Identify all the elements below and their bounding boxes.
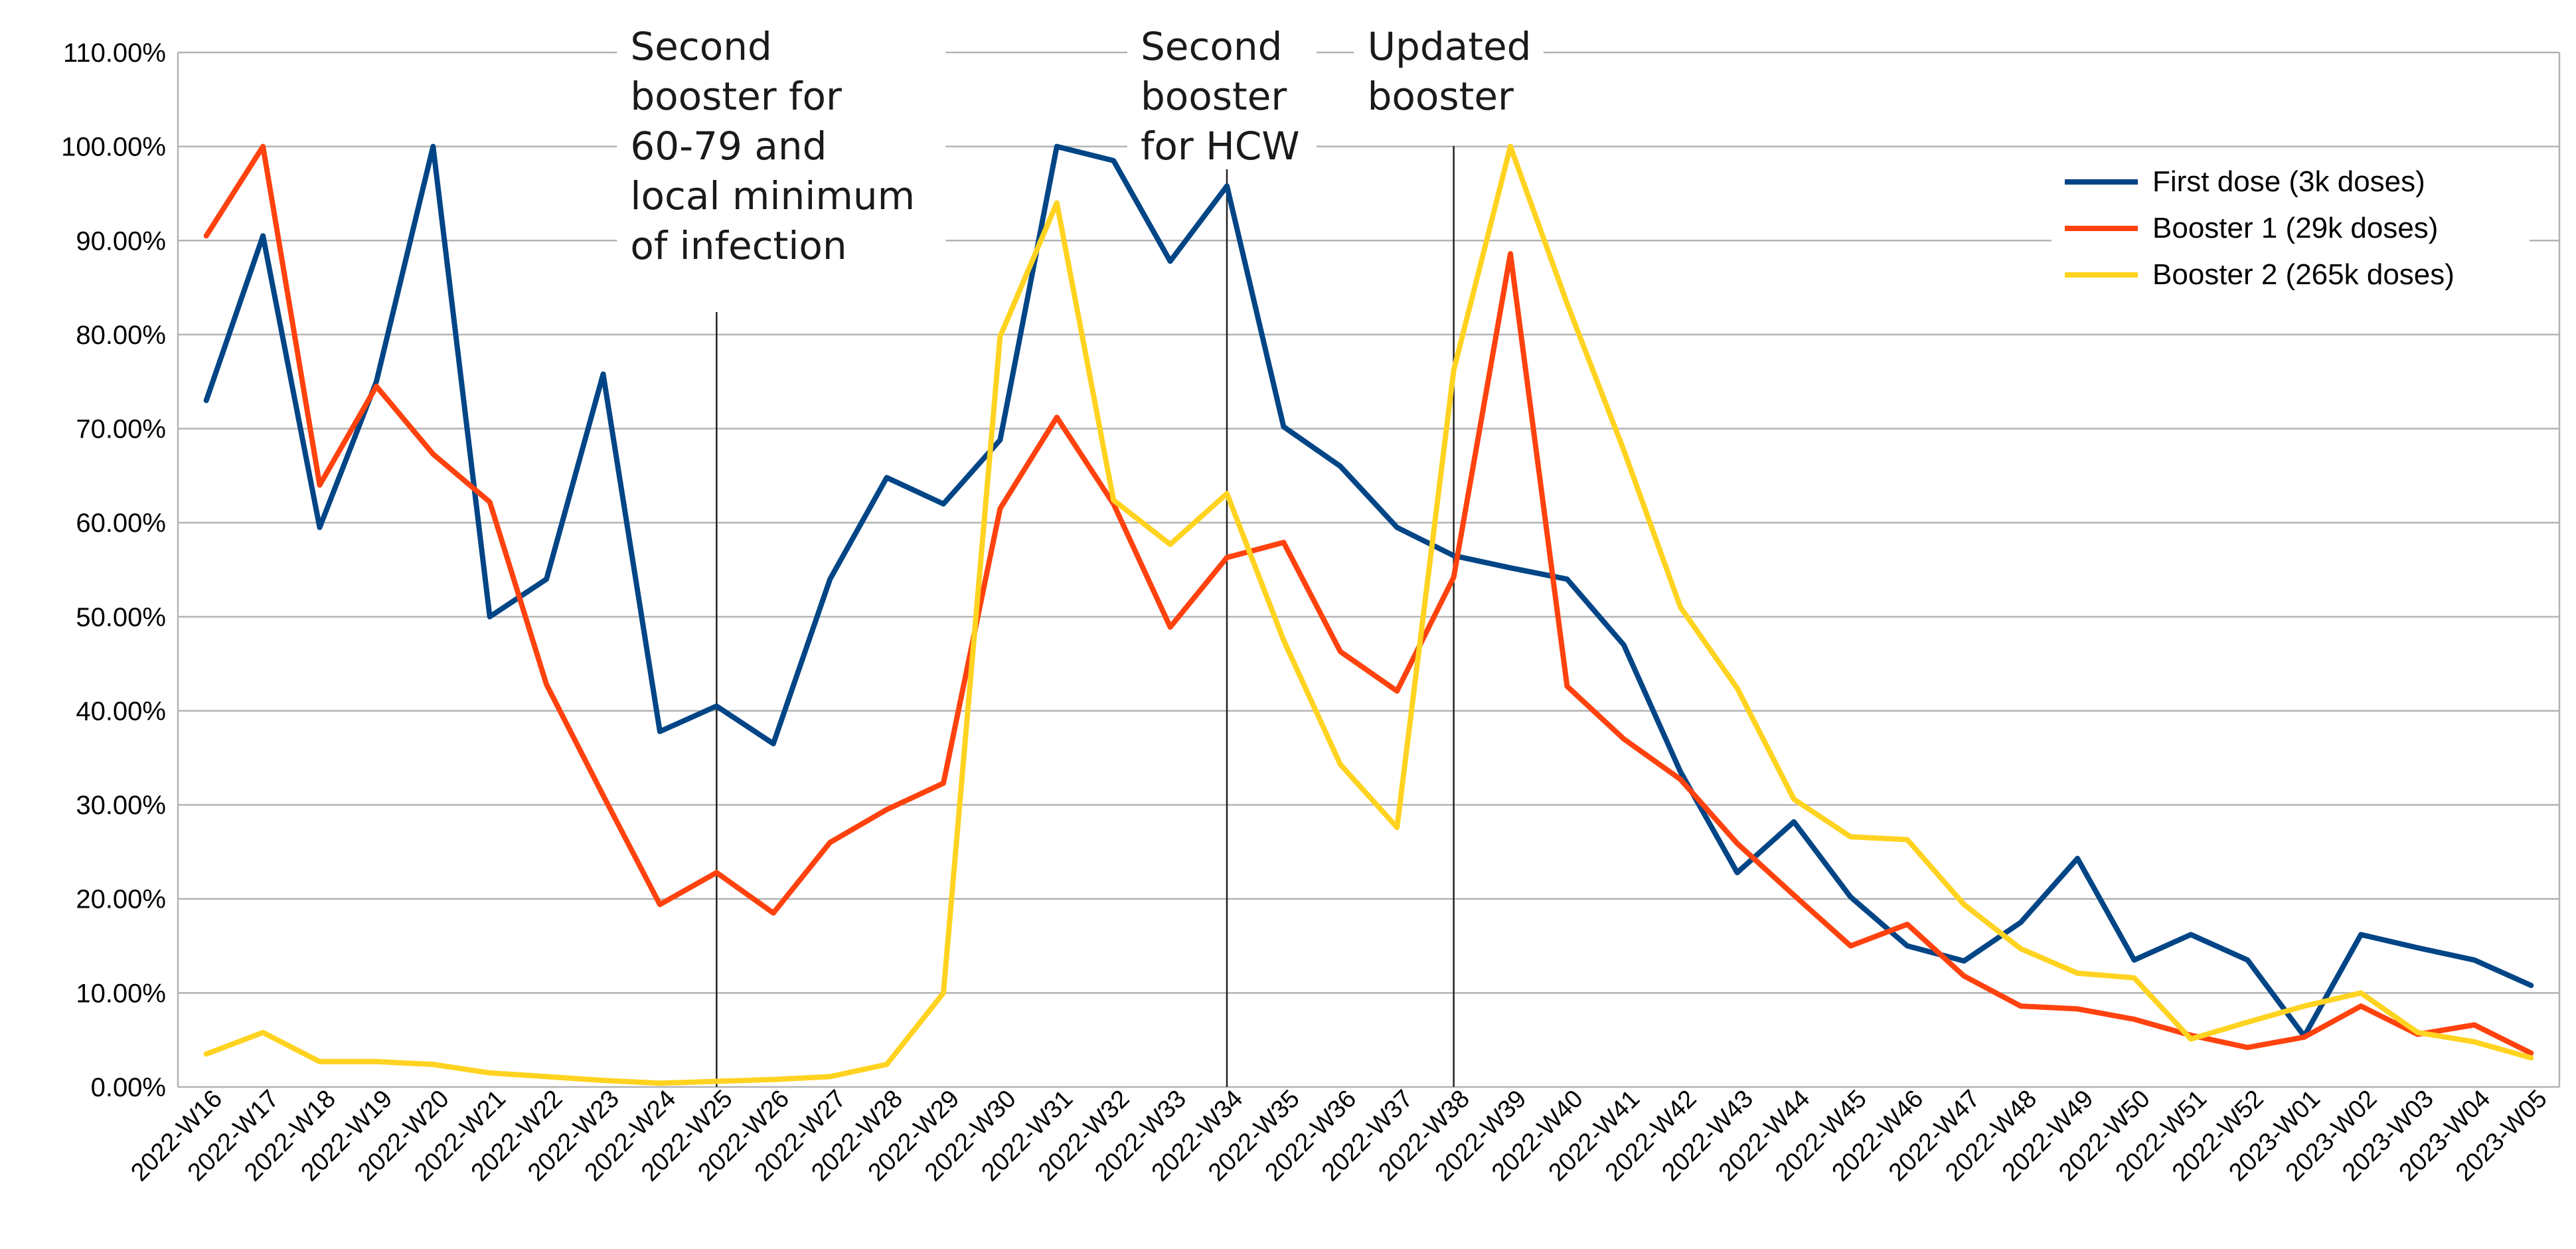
y-tick-label: 20.00% [76,885,166,914]
annotation-backdrop [1127,7,1317,169]
series-line-2 [203,143,2534,1056]
annotation-text: Updated [1368,24,1532,69]
legend-label: Booster 2 (265k doses) [2152,258,2455,291]
series-line-3 [203,143,2534,1086]
y-tick-label: 90.00% [76,226,166,256]
y-tick-label: 10.00% [76,979,166,1008]
annotation-text: Second [1141,24,1282,69]
legend: First dose (3k doses) Booster 1 (29k dose… [2052,155,2530,301]
y-tick-label: 40.00% [76,697,166,726]
y-tick-label: 30.00% [76,791,166,820]
y-axis-ticks: 0.00% 10.00% 20.00% 30.00% 40.00% 50.00% 60.00… [61,39,166,1102]
y-tick-label: 100.00% [61,133,166,162]
y-tick-label: 60.00% [76,509,166,538]
y-tick-label: 70.00% [76,415,166,444]
annotation-text: booster [1141,74,1287,119]
legend-label: First dose (3k doses) [2152,165,2425,198]
y-tick-label: 110.00% [63,39,166,68]
annotation-lines [716,146,1455,1087]
legend-label: Booster 1 (29k doses) [2152,212,2438,244]
annotation-text: 60-79 and [630,124,827,169]
annotation-backdrop [1354,7,1544,120]
y-tick-label: 0.00% [91,1073,166,1102]
annotation-text: local minimum [630,173,915,218]
y-tick-label: 80.00% [76,321,166,350]
y-tick-label: 50.00% [76,603,166,632]
annotation-text: booster for [630,74,842,119]
series-lines [203,143,2534,1086]
annotation-backdrop [617,7,946,269]
series-line-1 [203,143,2534,1039]
annotation-text: booster [1368,74,1514,119]
annotation-text: for HCW [1141,124,1300,169]
annotation-text: Second [630,24,771,69]
annotation-text: of infection [630,223,846,268]
